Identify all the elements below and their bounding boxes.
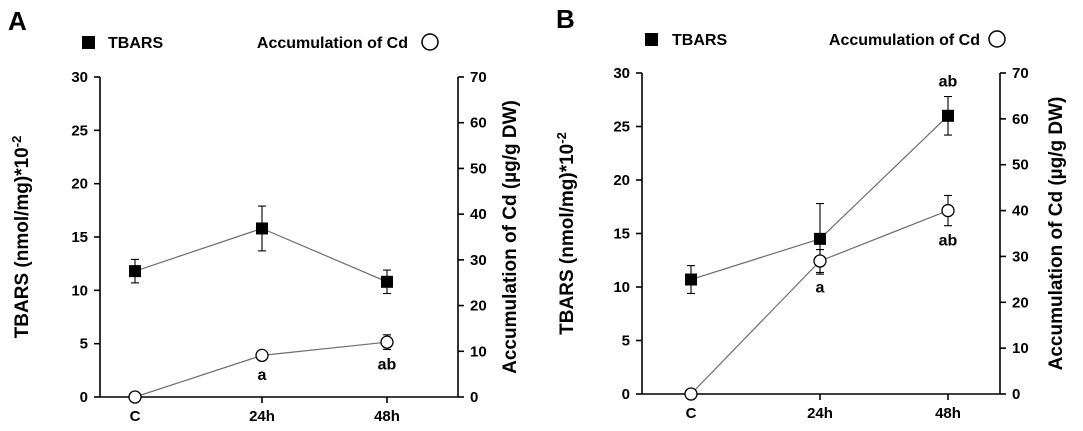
legend-label-cd: Accumulation of Cd (257, 35, 408, 52)
right-tick-label: 20 (470, 298, 487, 315)
data-point-circle (684, 387, 698, 401)
right-tick-label: 0 (1012, 386, 1020, 403)
right-tick-label: 40 (1012, 203, 1029, 220)
right-tick-label: 30 (470, 252, 487, 269)
data-point-square (381, 275, 393, 288)
legend-marker-circle (421, 33, 439, 51)
right-tick-label: 60 (1012, 111, 1029, 128)
x-tick-label: C (130, 408, 141, 425)
significance-label: ab (939, 233, 958, 250)
left-axis-title: TBARS (nmol/mg)*10-2 (554, 132, 578, 335)
panel-letter: A (8, 6, 27, 36)
right-tick-label: 60 (470, 115, 487, 132)
left-axis-title-main: TBARS (nmol/mg)*10 (12, 147, 33, 338)
data-point-square (942, 109, 954, 122)
left-axis-title-main: TBARS (nmol/mg)*10 (557, 144, 578, 335)
left-tick-label: 15 (613, 226, 630, 243)
left-tick-label: 25 (71, 122, 88, 139)
data-point-circle (380, 335, 394, 349)
data-point-circle (128, 390, 142, 404)
left-tick-label: 5 (80, 336, 88, 353)
right-tick-label: 50 (470, 160, 487, 177)
right-tick-label: 70 (1012, 65, 1029, 82)
right-tick-label: 20 (1012, 294, 1029, 311)
significance-label: ab (378, 356, 397, 373)
legend-label-tbars: TBARS (108, 35, 163, 52)
right-tick-label: 40 (470, 206, 487, 223)
data-point-circle (941, 203, 955, 218)
legend-marker-circle (988, 30, 1006, 48)
right-tick-label: 50 (1012, 157, 1029, 174)
left-tick-label: 30 (613, 65, 630, 82)
left-tick-label: 10 (613, 279, 630, 296)
legend-marker-square (82, 36, 95, 49)
legend-label-cd: Accumulation of Cd (829, 32, 980, 49)
left-tick-label: 20 (71, 176, 88, 193)
left-tick-label: 10 (71, 282, 88, 299)
series-cd: a ab (684, 194, 958, 401)
left-tick-label: 0 (622, 386, 630, 403)
significance-label: ab (939, 74, 958, 91)
left-tick-label: 5 (622, 333, 630, 350)
left-tick-label: 0 (80, 389, 88, 406)
data-point-square (129, 265, 141, 278)
right-axis-title: Accumulation of Cd (µg/g DW) (500, 100, 521, 374)
data-point-circle (813, 254, 827, 268)
right-tick-label: 30 (1012, 248, 1029, 265)
series-cd: a ab (128, 334, 397, 404)
series-line (134, 227, 388, 283)
right-tick-label: 0 (470, 389, 478, 406)
left-axis-title-exponent: -2 (554, 132, 569, 144)
data-point-square (814, 232, 826, 245)
significance-label: a (258, 367, 267, 384)
x-tick-label: 24h (249, 408, 275, 425)
significance-label: a (816, 279, 825, 296)
left-axis-title: TBARS (nmol/mg)*10-2 (9, 136, 33, 339)
right-tick-label: 10 (470, 343, 487, 360)
data-point-square (685, 273, 697, 286)
x-tick-label: C (686, 405, 697, 422)
series-tbars: ab (685, 74, 958, 294)
panel-letter: B (556, 4, 575, 34)
legend-marker-square (645, 33, 658, 46)
series-tbars (129, 205, 393, 295)
data-point-circle (255, 348, 269, 363)
legend-label-tbars: TBARS (672, 32, 727, 49)
right-axis-title: Accumulation of Cd (µg/g DW) (1046, 97, 1067, 371)
data-point-square (256, 222, 268, 235)
x-tick-label: 24h (807, 405, 833, 422)
right-tick-label: 70 (470, 69, 487, 86)
left-tick-label: 20 (613, 172, 630, 189)
x-tick-label: 48h (374, 408, 400, 425)
left-tick-label: 30 (71, 69, 88, 86)
left-axis-title-exponent: -2 (9, 136, 24, 148)
left-tick-label: 25 (613, 119, 630, 136)
panel-a: A TBARS Accumulation of Cd 0 5 10 15 20 25 30 0 10 2… (8, 6, 521, 425)
x-tick-label: 48h (935, 405, 961, 422)
left-tick-label: 15 (71, 229, 88, 246)
right-tick-label: 10 (1012, 340, 1029, 357)
panel-b: B TBARS Accumulation of Cd 0 5 10 15 20 25 30 0 10 2… (554, 4, 1067, 422)
